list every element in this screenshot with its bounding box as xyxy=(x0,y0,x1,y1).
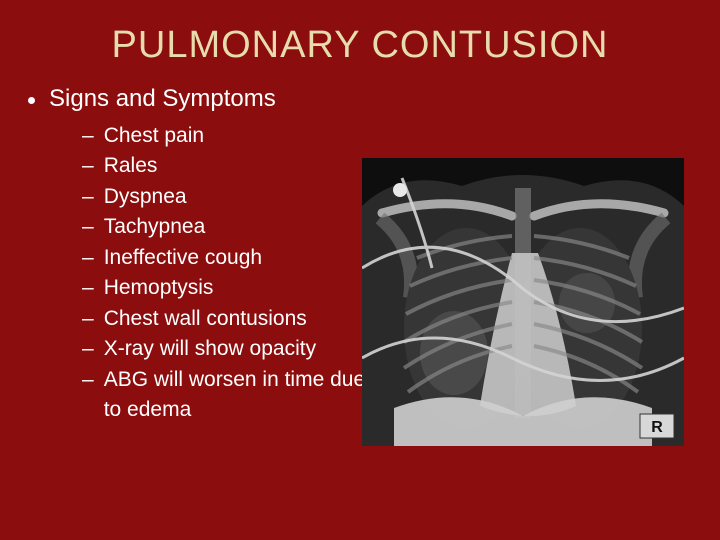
dash-icon: – xyxy=(82,212,94,242)
list-item: –ABG will worsen in time due to edema xyxy=(82,365,368,426)
list-item: –Chest wall contusions xyxy=(82,304,368,334)
list-item-text: Tachypnea xyxy=(104,212,368,242)
dash-icon: – xyxy=(82,121,94,151)
list-item-text: Dyspnea xyxy=(104,182,368,212)
chest-xray-illustration: R xyxy=(362,158,684,446)
list-item: –Chest pain xyxy=(82,121,368,151)
list-item: –Dyspnea xyxy=(82,182,368,212)
dash-icon: – xyxy=(82,273,94,303)
list-item-text: Chest pain xyxy=(104,121,368,151)
list-item: –Tachypnea xyxy=(82,212,368,242)
list-item-text: ABG will worsen in time due to edema xyxy=(104,365,368,426)
dash-icon: – xyxy=(82,151,94,181)
xray-image: R xyxy=(362,158,684,446)
text-column: Signs and Symptoms –Chest pain –Rales –D… xyxy=(28,85,368,425)
list-item: –Hemoptysis xyxy=(82,273,368,303)
list-item-text: Chest wall contusions xyxy=(104,304,368,334)
bullet-heading-text: Signs and Symptoms xyxy=(49,85,276,113)
bullet-heading: Signs and Symptoms xyxy=(28,85,368,113)
list-item-text: Hemoptysis xyxy=(104,273,368,303)
dash-icon: – xyxy=(82,182,94,212)
list-item: –Ineffective cough xyxy=(82,243,368,273)
content-area: Signs and Symptoms –Chest pain –Rales –D… xyxy=(0,85,720,425)
electrode xyxy=(393,183,407,197)
dash-icon: – xyxy=(82,243,94,273)
list-item-text: Rales xyxy=(104,151,368,181)
bullet-dot-icon xyxy=(28,97,35,104)
dash-icon: – xyxy=(82,365,94,395)
side-marker: R xyxy=(640,414,674,438)
list-item-text: Ineffective cough xyxy=(104,243,368,273)
list-item: –X-ray will show opacity xyxy=(82,334,368,364)
list-item: –Rales xyxy=(82,151,368,181)
dash-icon: – xyxy=(82,304,94,334)
slide-title: PULMONARY CONTUSION xyxy=(0,0,720,85)
dash-icon: – xyxy=(82,334,94,364)
list-item-text: X-ray will show opacity xyxy=(104,334,368,364)
side-marker-text: R xyxy=(651,419,663,436)
sub-bullet-list: –Chest pain –Rales –Dyspnea –Tachypnea –… xyxy=(28,121,368,425)
